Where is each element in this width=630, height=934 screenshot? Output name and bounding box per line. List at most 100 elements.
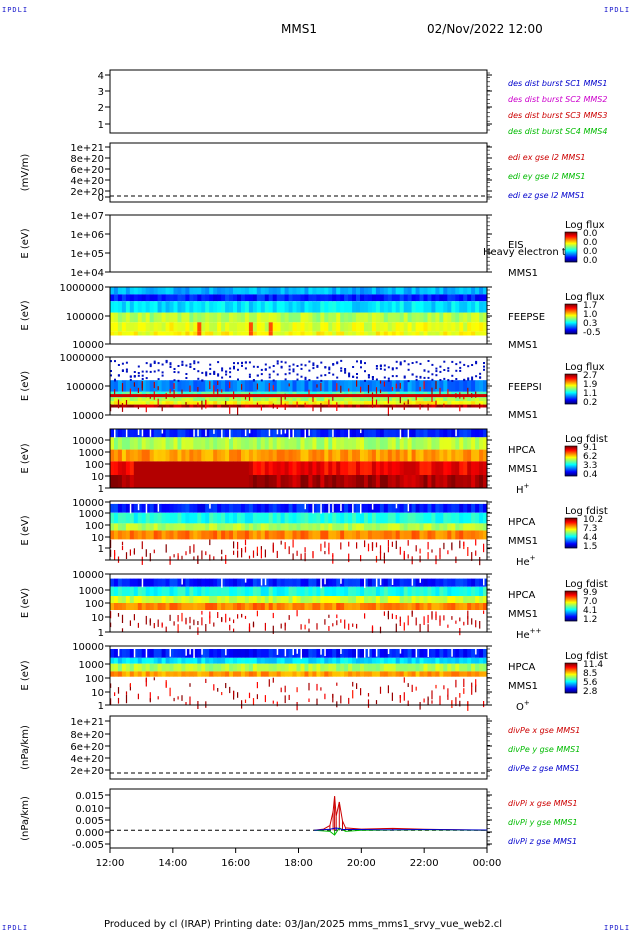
x-axis: 12:00 14:00 16:00 18:00 20:00 22:00 00:00 <box>96 848 501 869</box>
colorbar-value: 11.4 <box>583 660 603 670</box>
panel-frame-6 <box>109 428 488 489</box>
species-label: H+ <box>516 482 530 496</box>
colorbar-value: 1.9 <box>583 380 598 390</box>
series-line <box>314 827 488 831</box>
instrument-label: HPCA <box>508 590 536 601</box>
colorbar-title: Log fdist <box>565 506 608 517</box>
y-tick-label: 1 <box>98 120 104 131</box>
colorbar-value: 4.4 <box>583 533 598 543</box>
spacecraft-label: MMS1 <box>508 681 538 692</box>
panel-frame-1 <box>109 69 488 134</box>
y-tick-label: 1e+21 <box>70 717 104 728</box>
y-tick-label: 10000 <box>72 340 104 351</box>
y-tick-label: 1e+21 <box>70 143 104 154</box>
colorbar-value: 4.1 <box>583 606 597 616</box>
species-label: He++ <box>516 627 542 641</box>
colorbar-value: 9.9 <box>583 588 598 598</box>
legend-entry: divPi z gse MMS1 <box>508 837 577 846</box>
colorbar <box>564 445 578 477</box>
panel-frame-3 <box>109 214 488 273</box>
spacecraft-label: MMS1 <box>508 340 538 351</box>
species-charge: + <box>530 554 536 562</box>
y-tick-label: 2e+20 <box>70 766 104 777</box>
y-tick-label: 4 <box>98 71 104 82</box>
y-tick-label: 10000 <box>72 642 104 653</box>
legend-entry: divPe y gse MMS1 <box>508 745 580 754</box>
y-tick-label: 100 <box>85 521 104 532</box>
panel-frame-7 <box>109 500 488 561</box>
colorbar-value: 9.1 <box>583 443 597 453</box>
colorbar-value: 0.2 <box>583 398 597 408</box>
y-tick-label: 1000 <box>79 660 104 671</box>
corner-label-bottom-right: IPDLI <box>604 924 630 932</box>
legend-entry: des dist burst SC1 MMS1 <box>508 79 607 88</box>
species-label: He+ <box>516 554 536 568</box>
plot-title: MMS1 <box>281 22 317 36</box>
colorbar-value: 0.0 <box>583 256 598 266</box>
panel-9: 10000 1000 100 10 1 E (eV) HPCA MMS1 O+ Log fdist… <box>20 642 608 713</box>
panel-3: 1e+07 1e+06 1e+05 1e+04 E (eV) EIS MMS1 Heavy e… <box>20 211 605 279</box>
colorbar-value: 1.0 <box>583 310 598 320</box>
y-tick-label: 1000000 <box>59 353 104 364</box>
x-tick-label: 22:00 <box>410 858 439 869</box>
corner-label-bottom-left: IPDLI <box>2 924 29 932</box>
instrument-label: HPCA <box>508 445 536 456</box>
colorbar <box>564 303 578 335</box>
instrument-label: FEEPSE <box>508 312 545 323</box>
y-tick-label: 1000 <box>79 509 104 520</box>
x-tick-label: 18:00 <box>284 858 313 869</box>
instrument-label: EIS <box>508 240 524 251</box>
y-tick-label: 100000 <box>66 312 104 323</box>
overlay-text: Heavy electron to <box>483 247 572 258</box>
panel-8: 10000 1000 100 10 1 E (eV) HPCA MMS1 He++ Log fdi… <box>20 570 608 641</box>
y-tick-label: 3 <box>98 87 104 98</box>
spacecraft-label: MMS1 <box>508 536 538 547</box>
colorbar-value: -0.5 <box>583 328 601 338</box>
spectrogram-6 <box>110 429 488 488</box>
y-tick-label: 0.000 <box>75 828 104 839</box>
panel-1: 4 3 2 1 des dist burst SC1 MMS1 des dist burs… <box>98 69 607 136</box>
y-tick-label: 1 <box>98 628 104 639</box>
colorbar-title: Log fdist <box>565 651 608 662</box>
legend-entry: des dist burst SC3 MMS3 <box>508 111 607 120</box>
legend-entry: des dist burst SC4 MMS4 <box>508 127 607 136</box>
y-tick-label: 10 <box>91 688 104 699</box>
y-tick-label: 10 <box>91 533 104 544</box>
corner-label-top-left: IPDLI <box>2 6 29 14</box>
spectrogram-7 <box>110 503 488 566</box>
y-tick-label: -0.005 <box>72 840 104 851</box>
y-tick-label: 0.005 <box>75 816 104 827</box>
colorbar-value: 8.5 <box>583 669 597 679</box>
y-tick-label: 1e+06 <box>70 230 104 241</box>
y-tick-label: 0 <box>98 193 104 204</box>
y-tick-label: 10000 <box>72 570 104 581</box>
colorbar-value: 5.6 <box>583 678 598 688</box>
y-tick-label: 10000 <box>72 411 104 422</box>
colorbar-value: 0.0 <box>583 238 598 248</box>
y-tick-label: 1 <box>98 544 104 555</box>
spectrogram-9 <box>110 649 488 711</box>
y-tick-label: 0.015 <box>75 791 104 802</box>
y-tick-label: 8e+20 <box>70 154 104 165</box>
y-tick-label: 0.010 <box>75 804 104 815</box>
colorbar-title: Log flux <box>565 220 605 231</box>
legend-entry: divPe x gse MMS1 <box>508 726 580 735</box>
colorbar-value: 0.0 <box>583 229 598 239</box>
legend-entry: divPi x gse MMS1 <box>508 799 578 808</box>
y-axis-label: E (eV) <box>20 443 31 473</box>
y-tick-label: 4e+20 <box>70 754 104 765</box>
x-tick-label: 16:00 <box>221 858 250 869</box>
y-axis-label: (nPa/km) <box>20 796 31 841</box>
legend-entry: edi ey gse l2 MMS1 <box>508 172 586 181</box>
instrument-label: HPCA <box>508 662 536 673</box>
y-axis-label: E (eV) <box>20 371 31 401</box>
y-tick-label: 8e+20 <box>70 730 104 741</box>
y-tick-label: 10 <box>91 472 104 483</box>
colorbar-value: 6.2 <box>583 452 597 462</box>
y-tick-label: 10 <box>91 613 104 624</box>
legend-entry: divPe z gse MMS1 <box>508 764 580 773</box>
colorbar-value: 0.0 <box>583 247 598 257</box>
colorbar-title: Log flux <box>565 362 605 373</box>
